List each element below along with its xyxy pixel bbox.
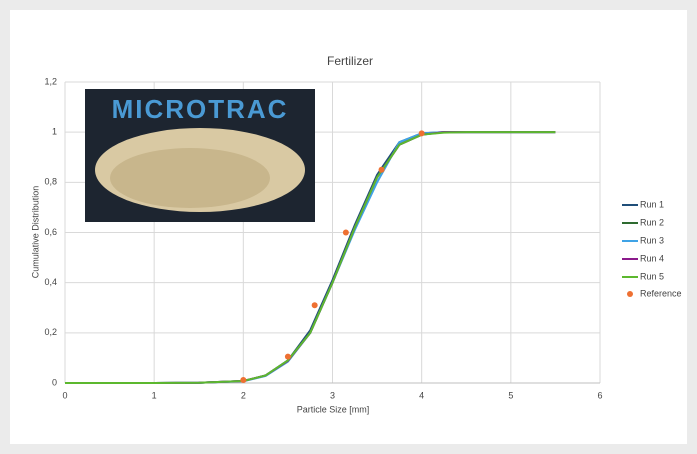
x-tick-label: 6 [597, 390, 602, 400]
x-tick-label: 3 [330, 390, 335, 400]
reference-point [285, 354, 291, 360]
reference-point [312, 302, 318, 308]
legend-label: Run 5 [640, 271, 664, 281]
reference-point [419, 130, 425, 136]
inset-text: MICROTRAC [112, 94, 289, 124]
x-tick-label: 1 [152, 390, 157, 400]
reference-point [379, 167, 385, 173]
reference-point [343, 230, 349, 236]
legend-swatch [627, 291, 633, 297]
page: {"chart_data": {"type": "line", "title":… [0, 0, 697, 454]
y-tick-label: 0,2 [44, 327, 57, 337]
chart: Fertilizer Particle Size [mm] Cumulative… [0, 0, 697, 454]
x-tick-label: 0 [62, 390, 67, 400]
reference-point [240, 377, 246, 383]
y-tick-label: 0 [52, 377, 57, 387]
legend-label: Reference [640, 288, 682, 298]
legend-label: Run 1 [640, 199, 664, 209]
x-tick-label: 5 [508, 390, 513, 400]
legend-label: Run 3 [640, 235, 664, 245]
y-axis-label: Cumulative Distribution [30, 186, 40, 279]
y-tick-label: 0,6 [44, 227, 57, 237]
chart-title: Fertilizer [327, 54, 373, 68]
x-tick-label: 4 [419, 390, 424, 400]
y-tick-label: 0,8 [44, 177, 57, 187]
y-tick-label: 1 [52, 127, 57, 137]
inset-image: MICROTRAC [85, 89, 315, 222]
x-tick-label: 2 [241, 390, 246, 400]
legend-label: Run 2 [640, 217, 664, 227]
chart-background [10, 10, 687, 444]
y-tick-label: 1,2 [44, 76, 57, 86]
legend-label: Run 4 [640, 253, 664, 263]
y-tick-label: 0,4 [44, 277, 57, 287]
x-axis-label: Particle Size [mm] [297, 404, 370, 414]
